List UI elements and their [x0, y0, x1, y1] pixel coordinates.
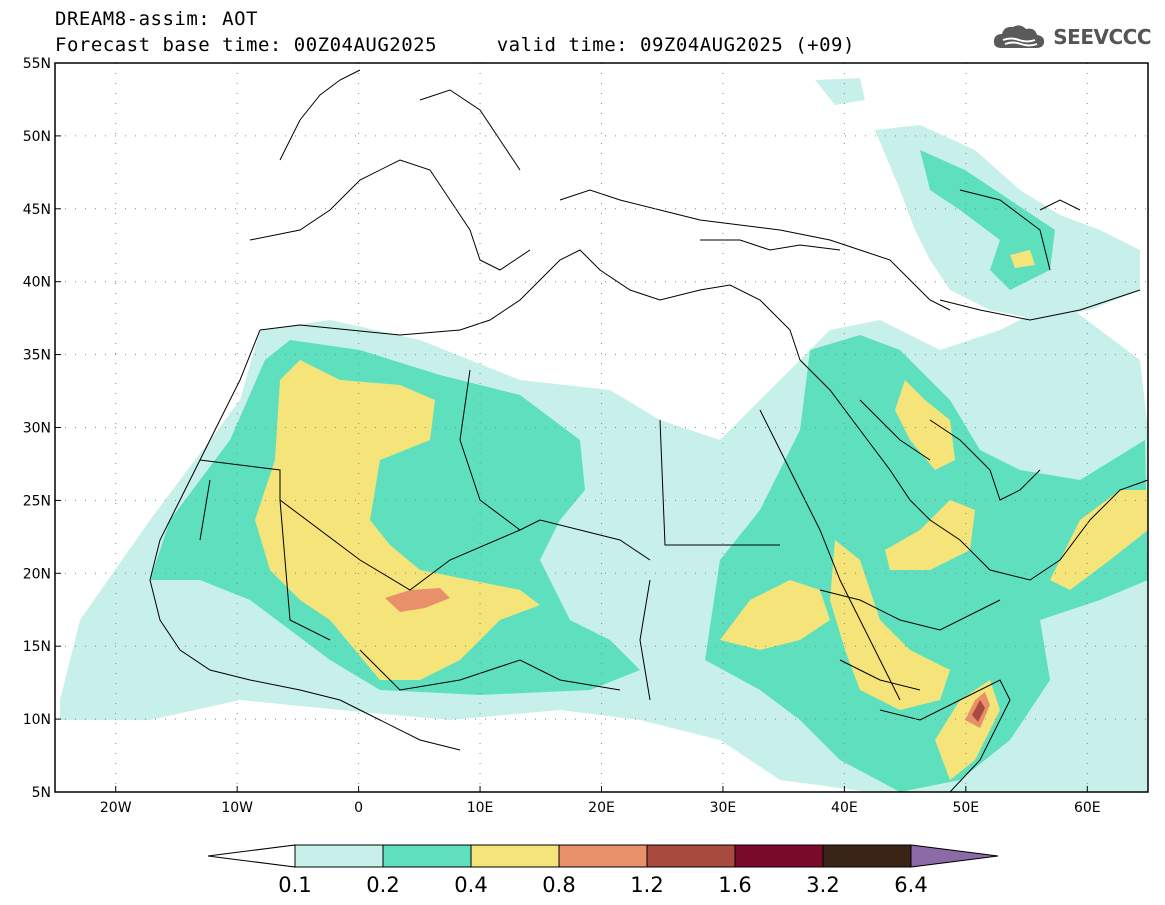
- aot-band-0.4-west: [255, 360, 540, 680]
- x-tick-label: 40E: [831, 800, 858, 816]
- x-tick-label: 0: [354, 800, 363, 816]
- aot-shading: [60, 78, 1148, 792]
- aot-band-0.8-mali: [385, 588, 450, 612]
- y-tick-label: 50N: [23, 129, 51, 145]
- coastlines-and-borders: [149, 69, 1148, 792]
- y-tick-label: 40N: [23, 275, 51, 291]
- y-tick-label: 25N: [23, 493, 51, 509]
- seevccc-logo: SEEVCCC: [991, 22, 1151, 52]
- cloud-icon: [994, 25, 1045, 48]
- y-tick-label: 35N: [23, 348, 51, 364]
- x-tick-label: 60E: [1074, 800, 1101, 816]
- longitude-axis: 20W 10W 0 10E 20E 30E 40E 50E 60E: [100, 786, 1101, 816]
- aot-band-0.4-arabia: [885, 500, 975, 570]
- colorbar-segment: [734, 844, 824, 868]
- colorbar-level-label: 3.2: [806, 873, 839, 897]
- latitude-axis: 55N 50N 45N 40N 35N 30N 25N 20N 15N 10N 5N: [23, 56, 61, 801]
- y-tick-label: 55N: [23, 56, 51, 72]
- y-tick-label: 45N: [23, 202, 51, 218]
- x-tick-label: 10W: [221, 800, 253, 816]
- aot-band-0.4-caspian: [1010, 250, 1035, 268]
- colorbar-segment: [382, 844, 472, 868]
- map-title: DREAM8-assim: AOT: [55, 8, 258, 30]
- colorbar-segment: [646, 844, 736, 868]
- x-tick-label: 20E: [588, 800, 615, 816]
- colorbar: 0.1 0.2 0.4 0.8 1.2 1.6 3.2 6.4: [207, 844, 999, 897]
- aot-band-0.4-oman: [1050, 490, 1148, 590]
- graticule: [55, 63, 1148, 792]
- x-tick-label: 10E: [467, 800, 494, 816]
- colorbar-level-label: 1.2: [630, 873, 663, 897]
- colorbar-high-triangle: [910, 844, 999, 868]
- y-tick-label: 20N: [23, 566, 51, 582]
- y-tick-label: 15N: [23, 639, 51, 655]
- colorbar-segment: [822, 844, 912, 868]
- colorbar-level-label: 0.4: [454, 873, 487, 897]
- y-tick-label: 10N: [23, 712, 51, 728]
- x-tick-label: 30E: [710, 800, 737, 816]
- aot-band-0.4-gulf: [895, 380, 955, 470]
- colorbar-level-label: 0.1: [278, 873, 311, 897]
- aot-band-0.4-redsea: [830, 540, 950, 710]
- y-tick-label: 30N: [23, 421, 51, 437]
- colorbar-segment: [558, 844, 648, 868]
- colorbar-level-label: 6.4: [894, 873, 927, 897]
- forecast-times: Forecast base time: 00Z04AUG2025 valid t…: [55, 34, 855, 56]
- colorbar-level-label: 0.8: [542, 873, 575, 897]
- colorbar-low-triangle: [207, 844, 296, 868]
- colorbar-level-label: 1.6: [718, 873, 751, 897]
- aot-band-0.1-north: [815, 78, 865, 105]
- colorbar-level-label: 0.2: [366, 873, 399, 897]
- colorbar-segment: [470, 844, 560, 868]
- x-tick-label: 20W: [100, 800, 132, 816]
- logo-text: SEEVCCC: [1053, 25, 1151, 49]
- aot-band-0.4-sudan: [720, 580, 830, 650]
- y-tick-label: 5N: [32, 785, 51, 801]
- colorbar-segment: [294, 844, 384, 868]
- aot-band-1.2-somalia: [972, 700, 985, 722]
- x-tick-label: 50E: [952, 800, 979, 816]
